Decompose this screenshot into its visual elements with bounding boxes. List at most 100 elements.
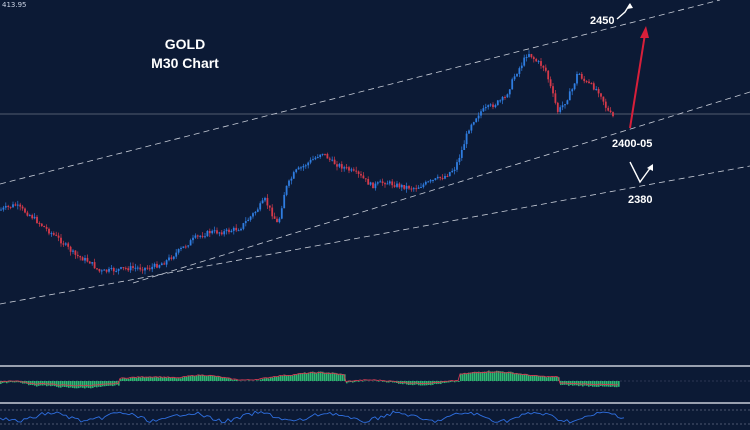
macd-bar <box>618 381 620 387</box>
macd-bar <box>484 371 486 381</box>
macd-bar <box>78 381 80 389</box>
candle-body <box>60 237 62 244</box>
candle-body <box>357 171 360 174</box>
macd-bar <box>82 381 84 388</box>
candle-body <box>412 188 415 190</box>
candle-body <box>192 237 194 241</box>
macd-bar <box>94 381 96 388</box>
candle-body <box>100 270 103 272</box>
candle-body <box>585 81 588 83</box>
candle-body <box>576 73 578 84</box>
candle-body <box>208 230 211 234</box>
macd-bar <box>134 377 136 381</box>
oscillator-line <box>0 410 625 424</box>
macd-bar <box>182 377 184 381</box>
candle-body <box>441 177 444 179</box>
candle-body <box>76 254 79 257</box>
macd-bar <box>306 373 308 381</box>
candle-body <box>249 216 252 220</box>
macd-bar <box>290 375 292 381</box>
candle-body <box>141 269 144 271</box>
macd-bar <box>132 377 134 381</box>
macd-bar <box>68 381 70 388</box>
macd-bar <box>96 381 98 388</box>
candle-body <box>21 206 24 209</box>
candle-body <box>264 197 266 201</box>
macd-bar <box>278 376 280 381</box>
macd-bar <box>392 381 394 383</box>
macd-bar <box>2 381 4 384</box>
macd-bar <box>522 374 524 381</box>
macd-bar <box>520 373 522 381</box>
macd-bar <box>218 376 220 381</box>
candle-body <box>386 183 389 185</box>
candle-body <box>391 181 394 186</box>
candle-body <box>547 70 550 80</box>
candle-body <box>288 180 290 186</box>
candle-body <box>283 194 286 209</box>
candle-body <box>165 260 168 265</box>
macd-bar <box>448 381 450 383</box>
candle-body <box>472 122 475 125</box>
macd-bar <box>470 372 472 381</box>
macd-bar <box>486 371 488 381</box>
candle-body <box>314 157 317 160</box>
macd-bar <box>298 373 300 381</box>
macd-bar <box>236 379 238 381</box>
candle-body <box>79 256 82 258</box>
macd-bar <box>210 375 212 381</box>
support-line <box>0 165 750 305</box>
macd-bar <box>80 381 82 388</box>
macd-bar <box>102 381 104 387</box>
candle-body <box>189 240 192 246</box>
macd-bar <box>608 381 610 387</box>
macd-bar <box>212 375 214 381</box>
macd-bar <box>276 376 278 381</box>
macd-bar <box>540 376 542 381</box>
candle-body <box>232 227 235 231</box>
macd-bar <box>458 381 460 382</box>
candle-body <box>223 231 226 235</box>
macd-bar <box>474 371 476 381</box>
candle-body <box>451 170 454 173</box>
candle-body <box>177 249 180 253</box>
candle-body <box>132 266 134 268</box>
candle-body <box>81 257 84 261</box>
candle-body <box>88 261 91 264</box>
candle-body <box>523 57 526 66</box>
candle-body <box>393 185 396 187</box>
level-label-2400-05: 2400-05 <box>612 138 652 150</box>
candle-body <box>492 104 494 108</box>
macd-bar <box>612 381 614 387</box>
candle-body <box>237 230 240 232</box>
candle-body <box>40 223 43 226</box>
macd-bar <box>172 377 174 381</box>
macd-bar <box>602 381 604 387</box>
macd-bar <box>450 381 452 383</box>
candle-body <box>364 178 367 180</box>
candle-body <box>544 67 547 71</box>
macd-bar <box>98 381 100 387</box>
candle-body <box>24 208 26 213</box>
macd-bar <box>308 372 310 381</box>
macd-bar <box>122 378 124 381</box>
candle-body <box>508 89 511 95</box>
macd-bar <box>144 377 146 381</box>
macd-bar <box>604 381 606 387</box>
candle-body <box>242 223 245 229</box>
macd-bar <box>556 376 558 381</box>
candle-body <box>4 205 7 208</box>
macd-bar <box>200 375 202 381</box>
macd-bar <box>232 380 234 381</box>
candle-body <box>388 181 391 184</box>
candle-body <box>110 268 113 270</box>
macd-bar <box>300 373 302 381</box>
candle-body <box>74 250 77 255</box>
candle-body <box>487 105 490 108</box>
macd-bar <box>270 377 272 381</box>
macd-bar <box>302 373 304 381</box>
macd-bar <box>536 375 538 381</box>
macd-bar <box>164 377 166 381</box>
macd-bar <box>546 377 548 381</box>
